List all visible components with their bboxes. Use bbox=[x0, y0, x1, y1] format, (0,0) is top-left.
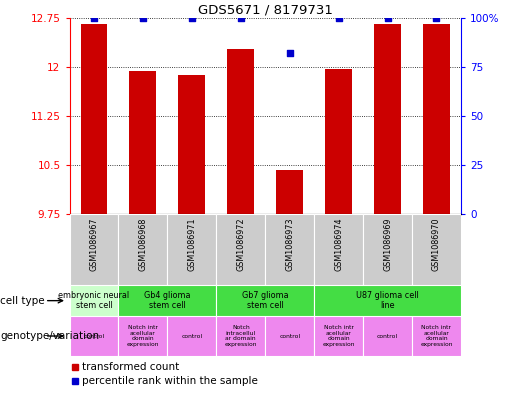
Bar bbox=[412, 316, 461, 356]
Text: Notch intr
acellular
domain
expression: Notch intr acellular domain expression bbox=[322, 325, 355, 347]
Bar bbox=[70, 285, 118, 316]
Bar bbox=[412, 214, 461, 285]
Bar bbox=[118, 285, 216, 316]
Bar bbox=[314, 316, 363, 356]
Title: GDS5671 / 8179731: GDS5671 / 8179731 bbox=[198, 4, 333, 17]
Text: GSM1086973: GSM1086973 bbox=[285, 218, 294, 271]
Text: GSM1086971: GSM1086971 bbox=[187, 218, 196, 271]
Bar bbox=[276, 170, 303, 214]
Point bbox=[139, 15, 147, 21]
Text: GSM1086969: GSM1086969 bbox=[383, 218, 392, 271]
Text: genotype/variation: genotype/variation bbox=[0, 331, 99, 341]
Bar bbox=[70, 214, 118, 285]
Point bbox=[383, 15, 391, 21]
Text: Notch intr
acellular
domain
expression: Notch intr acellular domain expression bbox=[420, 325, 453, 347]
Text: control: control bbox=[377, 334, 398, 338]
Text: GSM1086970: GSM1086970 bbox=[432, 218, 441, 271]
Bar bbox=[216, 316, 265, 356]
Bar bbox=[227, 49, 254, 214]
Point bbox=[285, 50, 294, 56]
Point bbox=[236, 15, 245, 21]
Text: control: control bbox=[181, 334, 202, 338]
Point bbox=[335, 15, 343, 21]
Text: GSM1086967: GSM1086967 bbox=[90, 218, 98, 271]
Text: U87 glioma cell
line: U87 glioma cell line bbox=[356, 291, 419, 310]
Text: embryonic neural
stem cell: embryonic neural stem cell bbox=[58, 291, 130, 310]
Bar bbox=[216, 285, 314, 316]
Bar bbox=[178, 75, 205, 214]
Bar bbox=[70, 316, 118, 356]
Text: Gb4 glioma
stem cell: Gb4 glioma stem cell bbox=[144, 291, 191, 310]
Bar bbox=[325, 69, 352, 214]
Bar bbox=[314, 285, 461, 316]
Bar bbox=[363, 316, 412, 356]
Text: GSM1086972: GSM1086972 bbox=[236, 218, 245, 271]
Text: GSM1086968: GSM1086968 bbox=[139, 218, 147, 271]
Text: control: control bbox=[279, 334, 300, 338]
Point bbox=[90, 15, 98, 21]
Bar bbox=[374, 24, 401, 214]
Bar bbox=[129, 72, 157, 214]
Text: cell type: cell type bbox=[0, 296, 45, 306]
Point bbox=[187, 15, 196, 21]
Point bbox=[432, 15, 440, 21]
Bar bbox=[265, 316, 314, 356]
Bar bbox=[167, 214, 216, 285]
Text: Notch
intracellul
ar domain
expression: Notch intracellul ar domain expression bbox=[225, 325, 257, 347]
Bar bbox=[314, 214, 363, 285]
Bar bbox=[216, 214, 265, 285]
Text: GSM1086974: GSM1086974 bbox=[334, 218, 343, 271]
Text: percentile rank within the sample: percentile rank within the sample bbox=[82, 376, 259, 386]
Bar bbox=[265, 214, 314, 285]
Text: control: control bbox=[83, 334, 105, 338]
Bar bbox=[118, 214, 167, 285]
Text: Gb7 glioma
stem cell: Gb7 glioma stem cell bbox=[242, 291, 288, 310]
Bar bbox=[167, 316, 216, 356]
Bar bbox=[363, 214, 412, 285]
Bar bbox=[118, 316, 167, 356]
Bar bbox=[80, 24, 108, 214]
Text: transformed count: transformed count bbox=[82, 362, 180, 373]
Text: Notch intr
acellular
domain
expression: Notch intr acellular domain expression bbox=[127, 325, 159, 347]
Bar bbox=[423, 24, 450, 214]
